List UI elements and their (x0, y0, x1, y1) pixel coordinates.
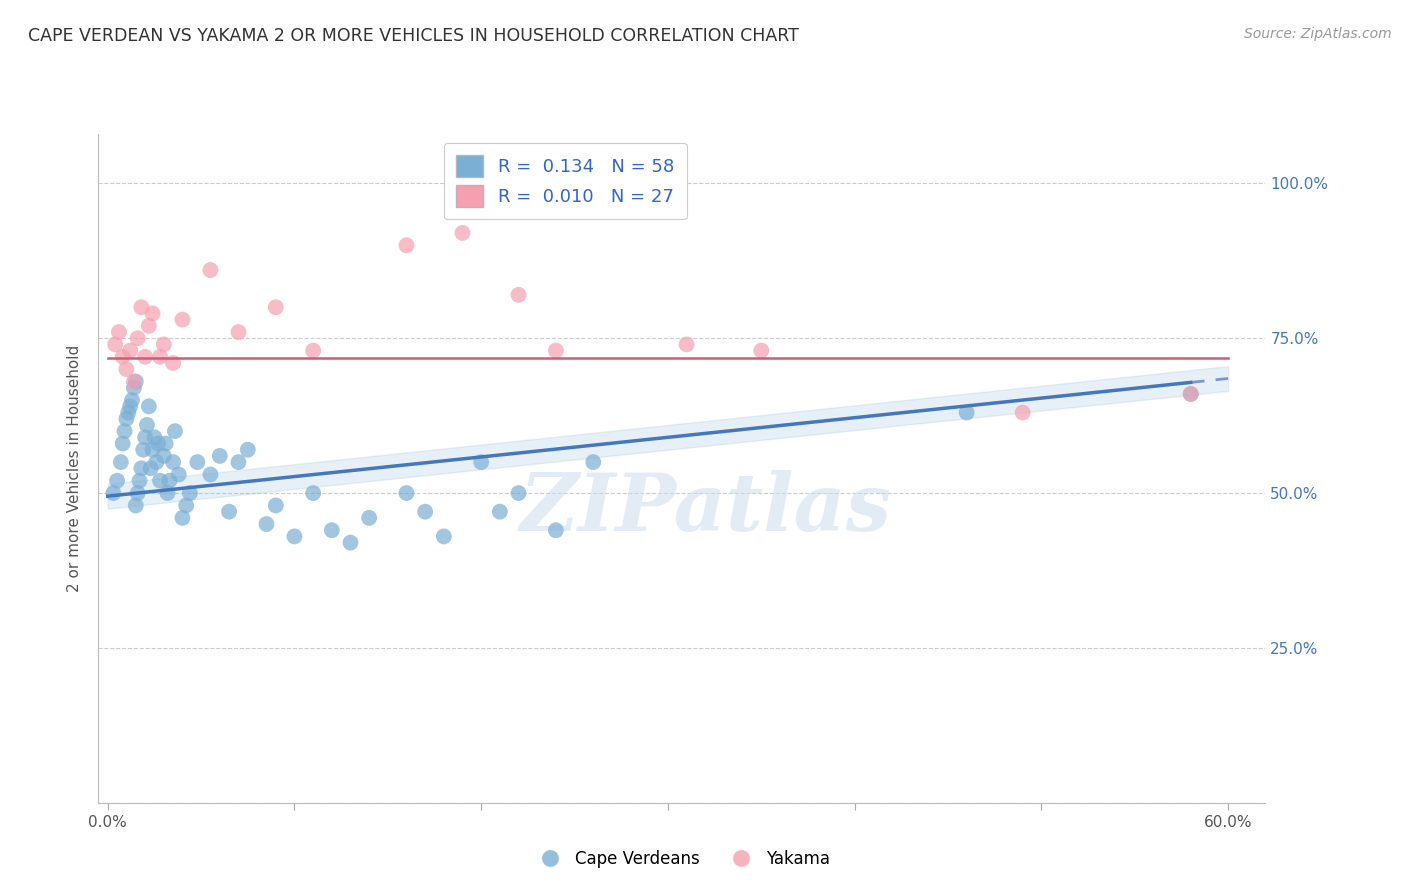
Point (339, 535, 361, 549)
Point (120, 400, 142, 414)
Point (149, 474, 172, 488)
Point (139, 461, 162, 475)
Point (155, 436, 177, 450)
Point (395, 238, 418, 252)
Point (111, 350, 134, 364)
Point (111, 436, 134, 450)
Point (302, 343, 325, 358)
Point (131, 461, 153, 475)
Point (163, 424, 186, 438)
Point (749, 343, 772, 358)
Point (156, 486, 179, 500)
Point (120, 343, 142, 358)
Point (134, 430, 156, 444)
Point (359, 511, 381, 525)
Point (1180, 387, 1202, 401)
Point (186, 455, 208, 469)
Point (433, 529, 456, 543)
Point (395, 486, 418, 500)
Point (174, 499, 197, 513)
Point (138, 318, 160, 333)
Point (582, 455, 605, 469)
Point (544, 343, 567, 358)
Point (256, 517, 278, 532)
Point (146, 436, 169, 450)
Point (131, 300, 153, 314)
Point (122, 381, 145, 395)
Point (508, 486, 530, 500)
Point (172, 312, 194, 326)
Point (152, 449, 174, 463)
Point (451, 226, 474, 240)
Point (125, 499, 148, 513)
Point (132, 442, 155, 457)
Point (508, 288, 530, 302)
Point (236, 442, 259, 457)
Point (143, 430, 166, 444)
Point (413, 505, 436, 519)
Point (110, 455, 132, 469)
Point (489, 505, 512, 519)
Point (956, 406, 979, 420)
Point (152, 337, 174, 351)
Point (179, 486, 201, 500)
Point (162, 356, 184, 370)
Point (128, 474, 150, 488)
Text: ZIPatlas: ZIPatlas (519, 470, 891, 547)
Point (114, 424, 136, 438)
Text: CAPE VERDEAN VS YAKAMA 2 OR MORE VEHICLES IN HOUSEHOLD CORRELATION CHART: CAPE VERDEAN VS YAKAMA 2 OR MORE VEHICLE… (28, 27, 799, 45)
Point (264, 300, 287, 314)
Point (228, 325, 250, 339)
Point (142, 442, 165, 457)
Point (105, 474, 128, 488)
Point (302, 486, 325, 500)
Point (127, 331, 149, 345)
Point (115, 362, 138, 376)
Point (157, 474, 180, 488)
Point (104, 337, 127, 351)
Point (167, 467, 190, 482)
Point (544, 523, 567, 537)
Point (172, 511, 194, 525)
Point (127, 486, 149, 500)
Point (125, 375, 148, 389)
Point (108, 325, 131, 339)
Point (470, 455, 492, 469)
Point (675, 337, 697, 351)
Point (138, 400, 160, 414)
Point (283, 529, 305, 543)
Point (134, 350, 156, 364)
Legend: Cape Verdeans, Yakama: Cape Verdeans, Yakama (527, 844, 837, 875)
Point (121, 393, 143, 408)
Point (122, 375, 145, 389)
Point (321, 523, 343, 537)
Text: Source: ZipAtlas.com: Source: ZipAtlas.com (1244, 27, 1392, 41)
Point (1011, 406, 1033, 420)
Point (200, 263, 222, 277)
Point (117, 406, 139, 420)
Point (264, 499, 287, 513)
Point (103, 486, 125, 500)
Point (136, 417, 159, 432)
Point (228, 455, 250, 469)
Point (142, 306, 165, 320)
Point (200, 467, 222, 482)
Point (149, 350, 172, 364)
Point (115, 411, 138, 425)
Point (162, 455, 184, 469)
Point (1180, 387, 1202, 401)
Point (145, 455, 167, 469)
Y-axis label: 2 or more Vehicles in Household: 2 or more Vehicles in Household (67, 344, 83, 592)
Point (218, 505, 240, 519)
Point (208, 449, 231, 463)
